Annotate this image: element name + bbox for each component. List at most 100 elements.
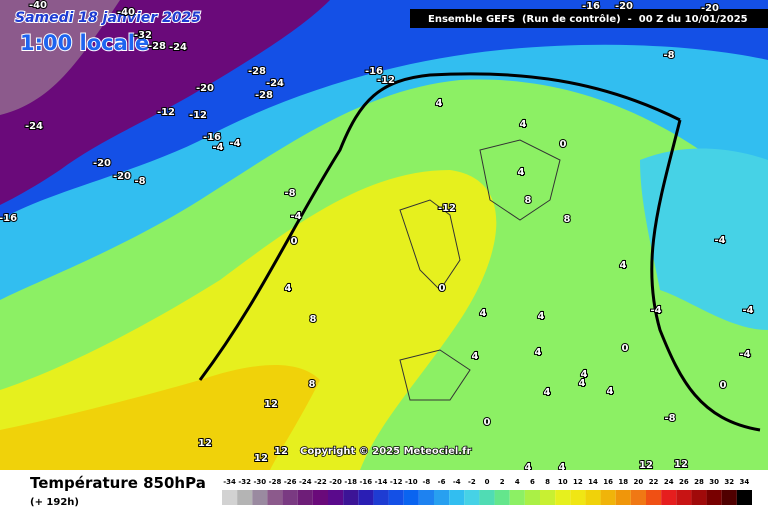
color-swatch <box>267 490 283 505</box>
contour-label: 4 <box>579 378 586 389</box>
color-swatch <box>691 490 707 505</box>
color-swatch <box>540 490 556 505</box>
east-cold-field <box>640 148 768 330</box>
contour-label: -4 <box>212 142 223 153</box>
color-swatch <box>676 490 692 505</box>
scale-label: 28 <box>694 478 704 486</box>
zero-isotherm <box>198 72 761 432</box>
contour-label: -12 <box>438 203 456 214</box>
color-swatch <box>646 490 662 505</box>
contour-label: -12 <box>157 107 175 118</box>
color-swatch <box>312 490 328 505</box>
scale-label: 24 <box>664 478 674 486</box>
run-info: Ensemble GEFS (Run de contrôle) - 00 Z d… <box>428 13 748 25</box>
scale-label: 30 <box>709 478 719 486</box>
scale-label: -32 <box>238 478 251 486</box>
legend-title: Température 850hPa <box>30 474 206 492</box>
contour-label: 12 <box>274 446 288 457</box>
contour-label: -4 <box>650 305 661 316</box>
scale-label: -16 <box>360 478 373 486</box>
color-swatch <box>297 490 313 505</box>
contour-label: 4 <box>520 119 527 130</box>
color-swatch <box>403 490 419 505</box>
contour-label: 4 <box>607 386 614 397</box>
scale-label: 2 <box>500 478 505 486</box>
contour-label: 0 <box>622 343 629 354</box>
yellow-field <box>0 170 497 470</box>
warm-field <box>0 365 320 470</box>
contour-label: -4 <box>714 235 725 246</box>
color-swatch <box>721 490 737 505</box>
contour-label: 8 <box>564 214 571 225</box>
contour-label: -4 <box>290 211 301 222</box>
color-swatch <box>252 490 268 505</box>
contour-label: 4 <box>285 283 292 294</box>
color-swatch <box>600 490 616 505</box>
color-swatch <box>449 490 465 505</box>
contour-label: -8 <box>134 176 145 187</box>
contour-label: -24 <box>266 78 284 89</box>
color-swatch <box>343 490 359 505</box>
color-swatch <box>661 490 677 505</box>
contour-label: -20 <box>196 83 214 94</box>
contour-label: -4 <box>742 305 753 316</box>
scale-label: 18 <box>618 478 628 486</box>
contour-label: -28 <box>148 41 166 52</box>
scale-label: 34 <box>740 478 750 486</box>
contour-label: -32 <box>134 30 152 41</box>
color-swatch <box>706 490 722 505</box>
scale-label: 26 <box>679 478 689 486</box>
time: 1:00 locale <box>20 31 149 55</box>
scale-label: -20 <box>329 478 342 486</box>
scale-label: 4 <box>515 478 520 486</box>
contour-label: 4 <box>581 369 588 380</box>
scale-label: 14 <box>588 478 598 486</box>
contour-label: 4 <box>436 98 443 109</box>
contour-labels: -40-40-16 -20 -20-32-28 -24-8-28-24-16-12-2… <box>0 0 755 474</box>
contour-label: -40 <box>117 7 135 18</box>
contour-label: 4 <box>559 462 566 473</box>
scale-label: -30 <box>254 478 267 486</box>
scale-label: 10 <box>558 478 568 486</box>
scale-label: -14 <box>375 478 388 486</box>
scale-label: -24 <box>299 478 312 486</box>
scale-label: -10 <box>405 478 418 486</box>
color-swatch <box>418 490 434 505</box>
contour-label: 4 <box>538 311 545 322</box>
scale-label: 0 <box>485 478 490 486</box>
color-scale: -34 -32 -30 -28 -26 -24 -22 -20 -18 -16 -14 -12 -10-… <box>222 478 752 505</box>
color-swatch <box>328 490 344 505</box>
contour-label: -16 <box>365 66 383 77</box>
scale-label: 6 <box>530 478 535 486</box>
coastlines <box>399 139 561 401</box>
scale-label: -18 <box>344 478 357 486</box>
very-cold-field <box>0 0 120 115</box>
color-swatch <box>615 490 631 505</box>
copyright: Copyright © 2025 Meteociel.fr <box>300 446 471 457</box>
color-swatch <box>434 490 450 505</box>
contour-label: 0 <box>720 380 727 391</box>
contour-label: 12 <box>674 459 688 470</box>
contour-label: -20 <box>113 171 131 182</box>
contour-label: 4 <box>544 387 551 398</box>
contour-label: 0 <box>484 417 491 428</box>
contour-label: 8 <box>310 314 317 325</box>
color-swatch <box>282 490 298 505</box>
color-swatch <box>358 490 374 505</box>
contour-label: 4 <box>518 167 525 178</box>
color-swatch <box>555 490 571 505</box>
color-swatch <box>479 490 495 505</box>
contour-label: -8 <box>284 188 295 199</box>
color-swatch <box>222 490 238 505</box>
scale-label: -6 <box>438 478 446 486</box>
color-swatch <box>585 490 601 505</box>
contour-label: -24 <box>25 121 43 132</box>
contour-label: -28 <box>248 66 266 77</box>
scale-label: -34 <box>223 478 236 486</box>
color-swatch <box>630 490 646 505</box>
contour-label: -4 <box>229 138 240 149</box>
contour-label: -16 <box>0 213 17 224</box>
scale-label: -8 <box>423 478 431 486</box>
